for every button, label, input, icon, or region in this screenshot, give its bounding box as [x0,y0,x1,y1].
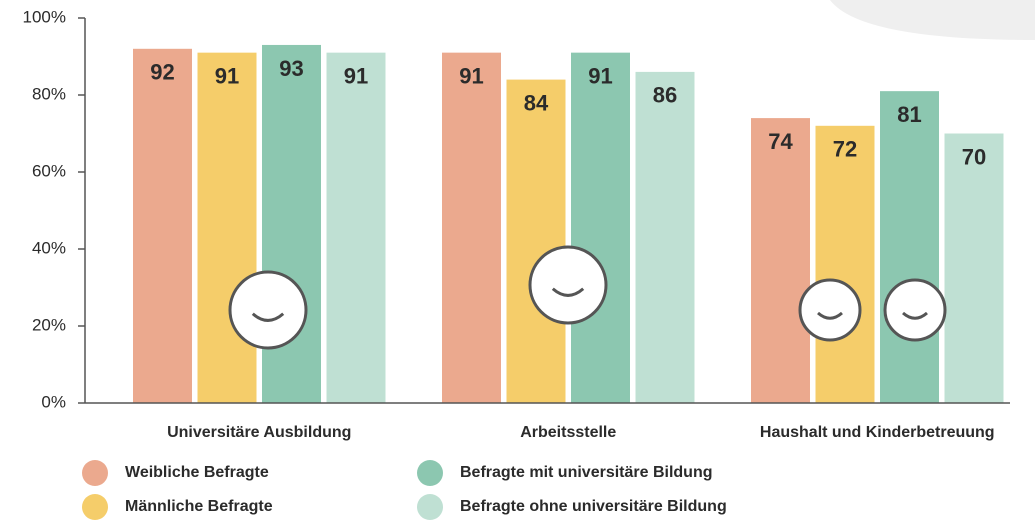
value-label: 91 [459,63,483,88]
y-tick-label: 100% [23,7,66,26]
legend-label: Männliche Befragte [125,498,273,515]
bar [133,48,192,404]
legend-label: Befragte mit universitäre Bildung [460,464,713,481]
bar [442,52,501,404]
value-label: 92 [150,60,174,85]
illustration [817,311,843,320]
value-label: 70 [962,144,986,169]
bar [944,133,1004,403]
illustration [228,270,308,350]
illustration [551,287,585,297]
value-label: 91 [215,63,239,88]
x-tick-label: Arbeitsstelle [520,424,616,441]
legend-swatch [417,460,443,486]
illustration [902,311,928,320]
bar [197,52,257,404]
decoration [830,0,1035,40]
x-tick-label: Haushalt und Kinderbetreuung [760,424,995,441]
y-tick-label: 80% [32,84,66,103]
legend-swatch [82,494,108,520]
illustration [251,312,285,322]
legend-label: Befragte ohne universitäre Bildung [460,498,727,515]
value-label: 74 [768,129,793,154]
bar [880,91,939,404]
y-tick-label: 0% [41,392,66,411]
x-tick-label: Universitäre Ausbildung [167,424,351,441]
value-label: 72 [833,137,857,162]
bar [635,71,695,404]
illustration [798,278,862,342]
value-label: 93 [279,56,303,81]
value-label: 84 [524,90,549,115]
illustration [528,245,608,325]
illustration [883,278,947,342]
y-tick-label: 20% [32,315,66,334]
value-label: 91 [588,63,612,88]
y-tick-label: 40% [32,238,66,257]
y-tick-label: 60% [32,161,66,180]
bar [506,79,566,403]
bar [326,52,386,404]
legend-label: Weibliche Befragte [125,464,269,481]
bar [751,118,810,403]
legend-swatch [82,460,108,486]
legend-swatch [417,494,443,520]
value-label: 81 [897,102,921,127]
bar [571,52,630,404]
value-label: 91 [344,63,368,88]
value-label: 86 [653,83,677,108]
bar [815,125,875,404]
